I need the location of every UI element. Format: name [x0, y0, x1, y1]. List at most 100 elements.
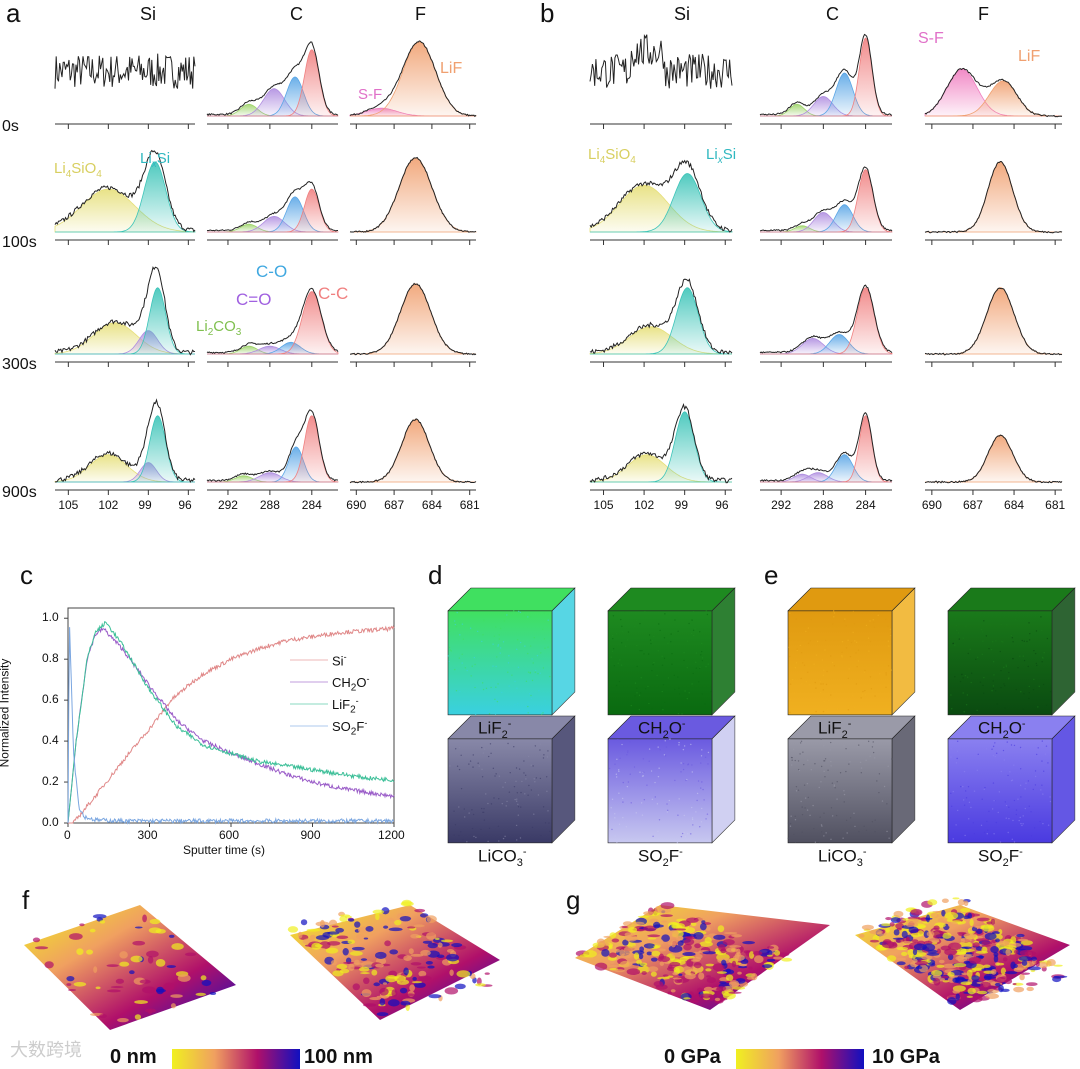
speckle [626, 785, 629, 788]
speckle [692, 629, 695, 632]
tick-label-b-Si: 99 [674, 498, 689, 512]
speckle [651, 639, 653, 642]
peak-CC [760, 287, 893, 355]
surface-feature [650, 971, 657, 977]
surface-feature [904, 965, 910, 970]
peak-LiF [350, 283, 476, 355]
speckle [1020, 748, 1023, 750]
speckle [810, 769, 813, 771]
surface-feature [957, 899, 966, 906]
speckle [824, 649, 826, 651]
surface-feature [981, 941, 993, 945]
speckle [661, 690, 663, 693]
surface-feature [636, 959, 642, 965]
surface-feature [627, 927, 638, 933]
speckle [663, 657, 666, 660]
surface-feature [938, 959, 945, 964]
speckle [640, 677, 642, 679]
speckle [544, 700, 546, 702]
surface-feature [742, 941, 755, 945]
speckle [965, 625, 967, 627]
surface-feature [658, 948, 666, 952]
surface-feature [858, 933, 865, 938]
tick-label-a-Si: 105 [58, 498, 79, 512]
speckle [997, 811, 999, 814]
speckle [665, 746, 668, 748]
annotation-c2o: C=O [236, 290, 272, 309]
speckle [482, 688, 485, 691]
speckle [887, 765, 889, 768]
speckle [483, 811, 485, 813]
speckle [1013, 841, 1016, 843]
speckle [819, 816, 821, 818]
surface-feature [889, 922, 895, 927]
surface-feature [936, 948, 941, 954]
speckle [1047, 824, 1050, 826]
speckle [986, 820, 988, 823]
speckle [497, 644, 500, 646]
x-tick-label: 0 [64, 828, 71, 842]
speckle [627, 781, 630, 783]
ion-tail: O [1008, 718, 1022, 738]
speckle [857, 746, 859, 748]
surface-feature [99, 1014, 107, 1019]
speckle [700, 654, 702, 656]
surface-feature [388, 927, 403, 932]
surface-feature [1003, 945, 1017, 950]
surface-feature [1026, 986, 1034, 992]
speckle [459, 634, 461, 636]
surface-feature [990, 969, 997, 975]
surface-feature [403, 955, 412, 961]
speckle [678, 693, 681, 695]
speckle [1005, 665, 1008, 668]
surface-feature [703, 986, 713, 992]
speckle [641, 814, 644, 816]
surface-feature [714, 997, 721, 1002]
x-axis-label: Sputter time (s) [183, 843, 266, 857]
speckle [701, 749, 703, 751]
speckle [970, 681, 972, 684]
speckle [617, 662, 619, 664]
speckle [799, 644, 802, 647]
surface-feature [309, 934, 316, 940]
speckle [700, 755, 703, 757]
speckle [610, 656, 612, 658]
speckle [1041, 656, 1044, 659]
speckle [861, 694, 864, 696]
speckle [1019, 816, 1021, 819]
speckle [995, 752, 998, 754]
annotation-lif-b: LiF [1018, 48, 1041, 65]
panel-label-f: f [22, 885, 30, 915]
speckle [649, 639, 652, 641]
speckle [644, 687, 647, 690]
speckle [951, 805, 953, 808]
speckle [489, 741, 492, 743]
surface-feature [351, 946, 365, 951]
speckle [1032, 688, 1035, 691]
speckle [458, 768, 461, 771]
surface-feature [200, 975, 207, 981]
speckle [1020, 691, 1022, 693]
speckle [700, 821, 703, 823]
surface-feature [706, 975, 711, 978]
panel-label-c: c [20, 560, 33, 590]
series-line-LiF2- [67, 620, 395, 824]
speckle [981, 631, 984, 633]
speckle [532, 662, 534, 664]
speckle [950, 756, 952, 758]
surface-feature [115, 978, 125, 984]
surface-feature [662, 974, 669, 977]
speckle [469, 627, 472, 629]
speckle [699, 826, 701, 828]
speckle [530, 694, 532, 697]
speckle [983, 692, 985, 694]
surface-feature [993, 954, 999, 963]
cube-d-2-front [447, 738, 553, 844]
surface-feature [706, 977, 716, 984]
speckle [1042, 770, 1045, 772]
speckle [1015, 809, 1018, 811]
surface-feature [1004, 971, 1018, 975]
speckle [887, 640, 890, 642]
spectrum-a-0s-F [349, 40, 477, 118]
surface-feature [647, 937, 657, 940]
